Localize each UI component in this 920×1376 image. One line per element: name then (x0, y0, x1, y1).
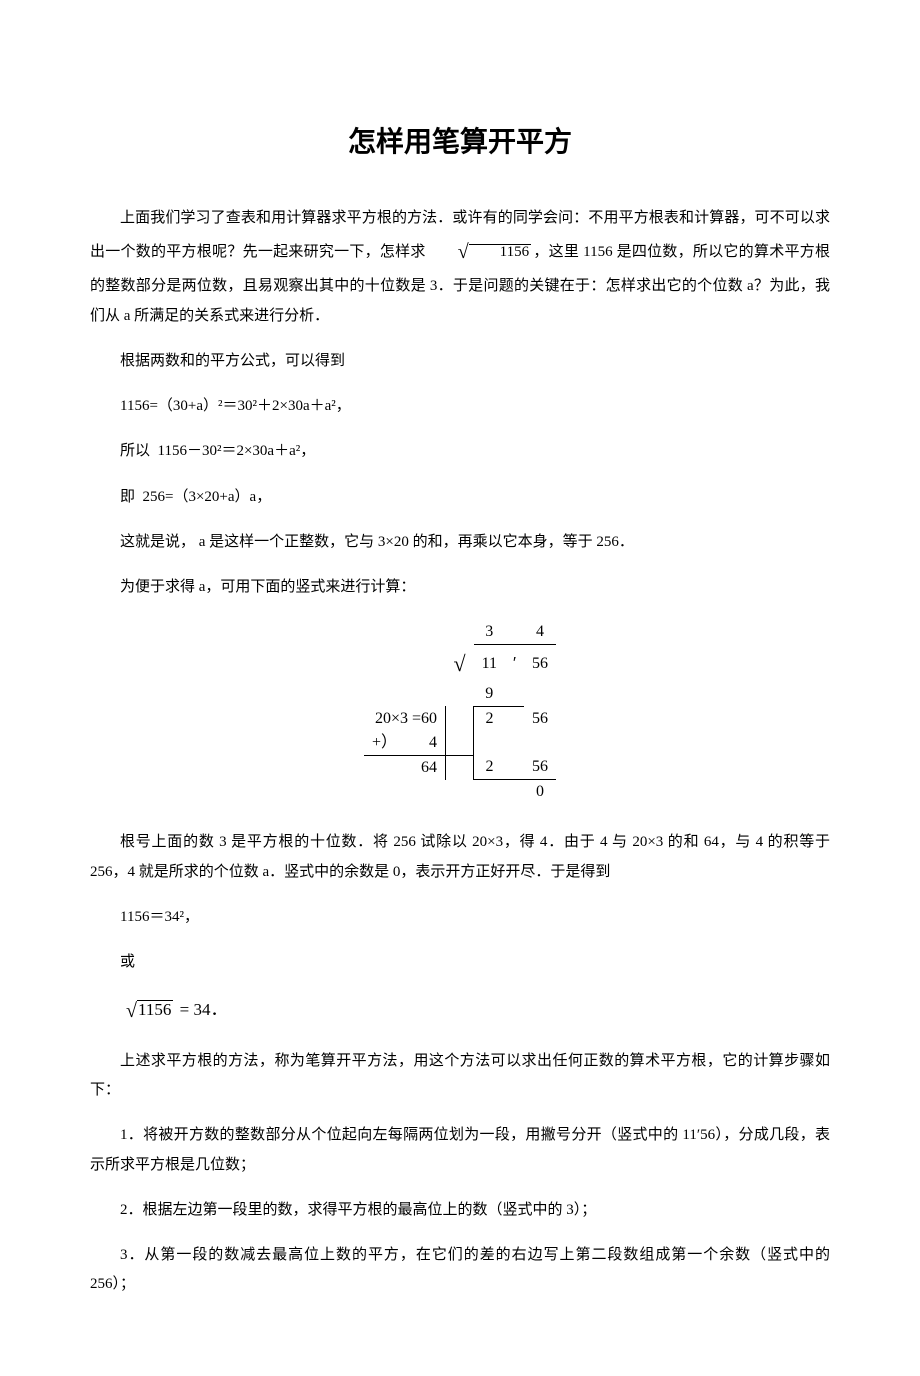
first-sub-row: 9 (364, 682, 556, 707)
radical-icon-2: √ (126, 1000, 137, 1022)
side-add-row: +） 4 (364, 731, 556, 756)
quotient-row: 3 4 (364, 620, 556, 645)
equation-1: 1156=（30+a）²＝30²＋2×30a＋a²， (90, 392, 830, 421)
paragraph-3: 这就是说， a 是这样一个正整数，它与 3×20 的和，再乘以它本身，等于 25… (90, 528, 830, 557)
radicand-row: √ 11 ′ 56 (364, 645, 556, 682)
side-plus: +） (372, 734, 397, 751)
dividend-left: 11 (474, 645, 505, 682)
eq3-body: 256=（3×20+a）a， (143, 489, 272, 505)
radicand-value-2: 1156 (137, 1000, 173, 1018)
long-radical-icon: √ (446, 645, 474, 682)
paragraph-4: 为便于求得 a，可用下面的竖式来进行计算： (90, 573, 830, 602)
step-1: 1．将被开方数的整数部分从个位起向左每隔两位划为一段，用撇号分开（竖式中的 11… (90, 1121, 830, 1180)
eq2-body: 1156－30²＝2×30a＋a²， (158, 443, 316, 459)
paragraph-intro: 上面我们学习了查表和用计算器求平方根的方法．或许有的同学会问：不用平方根表和计算… (90, 204, 830, 331)
equation-2-line: 所以 1156－30²＝2×30a＋a²， (90, 437, 830, 466)
paragraph-6: 上述求平方根的方法，称为笔算开平方法，用这个方法可以求出任何正数的算术平方根，它… (90, 1047, 830, 1106)
equation-5: √1156 = 34． (124, 995, 830, 1023)
side-add: 4 (429, 734, 437, 751)
quotient-tens: 3 (474, 620, 505, 645)
equation-3-line: 即 256=（3×20+a）a， (90, 483, 830, 512)
long-division-figure: 3 4 √ 11 ′ 56 9 20×3 =60 2 (330, 620, 590, 804)
long-division-table: 3 4 √ 11 ′ 56 9 20×3 =60 2 (364, 620, 556, 804)
prod-left: 2 (474, 755, 505, 780)
eq5-eq: = 34． (175, 1000, 227, 1019)
quotient-ones: 4 (524, 620, 556, 645)
document-page: 怎样用笔算开平方 上面我们学习了查表和用计算器求平方根的方法．或许有的同学会问：… (0, 0, 920, 1376)
eq2-label: 所以 (120, 443, 150, 459)
dividend-right: 56 (524, 645, 556, 682)
eq3-label: 即 (120, 489, 135, 505)
paragraph-5: 根号上面的数 3 是平方根的十位数．将 256 试除以 20×3，得 4．由于 … (90, 828, 830, 887)
sqrt-1156-result: √1156 (126, 1000, 173, 1023)
sqrt-1156-inline: √1156 (428, 233, 531, 272)
side-mult-row: 20×3 =60 2 56 (364, 706, 556, 731)
step-3: 3．从第一段的数减去最高位上数的平方，在它们的差的右边写上第二段数组成第一个余数… (90, 1241, 830, 1300)
side-sum: 64 (364, 755, 446, 780)
paragraph-2: 根据两数和的平方公式，可以得到 (90, 347, 830, 376)
page-title: 怎样用笔算开平方 (90, 120, 830, 160)
radicand-value: 1156 (469, 244, 531, 260)
or-label: 或 (90, 948, 830, 977)
first-sub: 9 (474, 682, 505, 707)
step-2: 2．根据左边第一段里的数，求得平方根的最高位上的数（竖式中的 3）； (90, 1196, 830, 1225)
rem1-right: 56 (524, 706, 556, 731)
prod-right: 56 (524, 755, 556, 780)
rem1-left: 2 (474, 706, 505, 731)
final-rem: 0 (524, 780, 556, 805)
side-plus-add: +） 4 (364, 731, 446, 756)
side-mult: 20×3 =60 (364, 706, 446, 731)
side-sum-row: 64 2 56 (364, 755, 556, 780)
equation-4: 1156＝34²， (90, 903, 830, 932)
dividend-prime: ′ (505, 645, 524, 682)
final-rem-row: 0 (364, 780, 556, 805)
radical-icon: √ (458, 241, 469, 263)
